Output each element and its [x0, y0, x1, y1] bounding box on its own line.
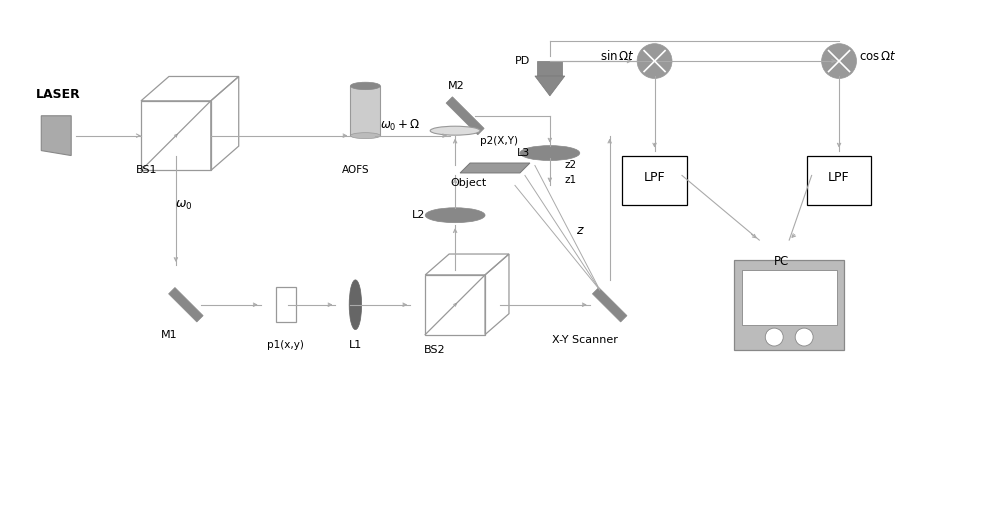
Polygon shape — [460, 163, 530, 173]
Ellipse shape — [425, 208, 485, 222]
Bar — [537, 61, 562, 76]
Text: X-Y Scanner: X-Y Scanner — [552, 335, 618, 345]
Text: $\omega_0 + \Omega$: $\omega_0 + \Omega$ — [380, 118, 421, 133]
Text: PC: PC — [774, 255, 789, 268]
Text: L2: L2 — [412, 210, 425, 220]
Ellipse shape — [430, 126, 480, 135]
Bar — [734, 260, 844, 350]
Text: L3: L3 — [517, 148, 530, 158]
Text: BS1: BS1 — [136, 165, 158, 176]
Text: z2: z2 — [565, 161, 577, 170]
Text: L1: L1 — [349, 339, 362, 350]
Text: z: z — [577, 224, 583, 237]
Bar — [350, 86, 380, 135]
Text: AOFS: AOFS — [342, 165, 369, 176]
Text: z1: z1 — [565, 176, 577, 185]
Text: $\sin\Omega t$: $\sin\Omega t$ — [600, 49, 635, 63]
Text: LPF: LPF — [644, 171, 665, 184]
Text: M2: M2 — [448, 81, 464, 91]
Text: $\cos\Omega t$: $\cos\Omega t$ — [859, 49, 897, 63]
Text: p2(X,Y): p2(X,Y) — [480, 135, 518, 146]
Polygon shape — [535, 76, 565, 96]
Text: PD: PD — [515, 56, 530, 66]
Ellipse shape — [350, 82, 380, 90]
Ellipse shape — [350, 133, 380, 139]
Text: p1(x,y): p1(x,y) — [267, 339, 304, 350]
Text: $\omega_0$: $\omega_0$ — [175, 199, 192, 212]
Polygon shape — [169, 287, 203, 322]
Bar — [742, 270, 837, 324]
Circle shape — [822, 44, 857, 78]
Polygon shape — [41, 116, 71, 156]
Text: LPF: LPF — [828, 171, 850, 184]
Polygon shape — [446, 97, 484, 135]
Text: M1: M1 — [161, 330, 178, 339]
Circle shape — [795, 328, 813, 346]
Text: LASER: LASER — [36, 88, 81, 101]
Bar — [807, 156, 871, 205]
Text: BS2: BS2 — [424, 345, 446, 354]
Ellipse shape — [349, 280, 362, 330]
Polygon shape — [592, 287, 627, 322]
Bar — [622, 156, 687, 205]
Circle shape — [765, 328, 783, 346]
Circle shape — [637, 44, 672, 78]
Ellipse shape — [520, 146, 580, 161]
Bar — [276, 287, 296, 322]
Text: Object: Object — [450, 178, 486, 188]
